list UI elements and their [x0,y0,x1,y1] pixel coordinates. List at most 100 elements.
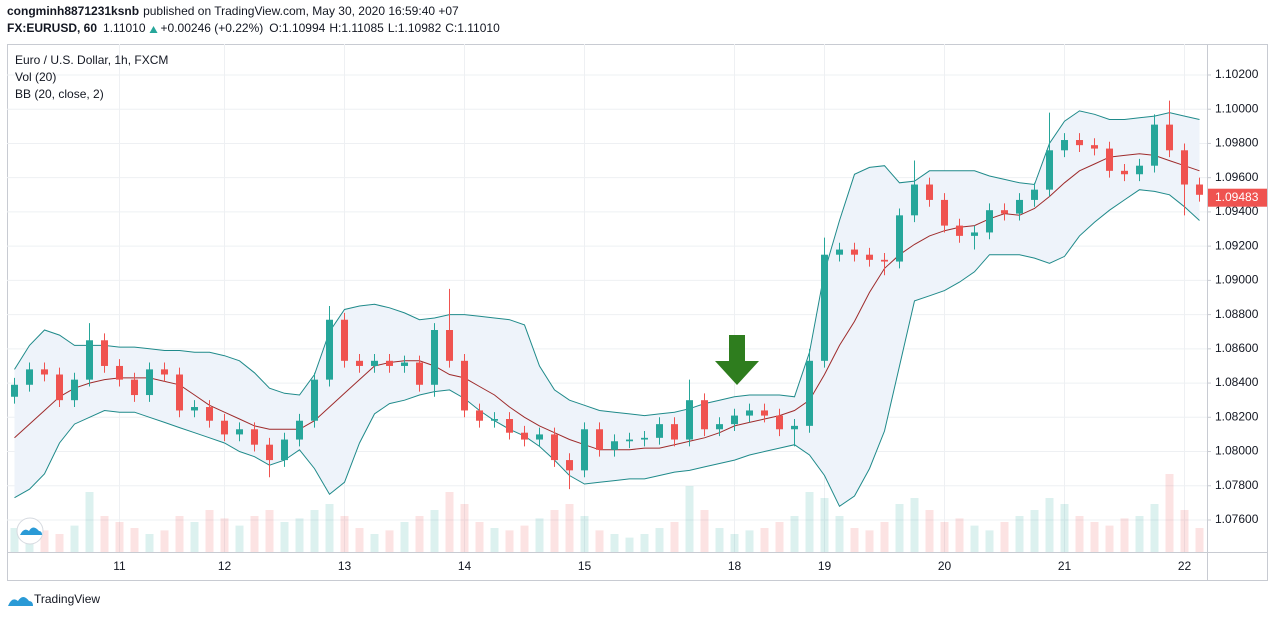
volume-bar [730,534,739,552]
volume-bar [190,522,199,552]
candle-body [1031,189,1038,200]
volume-bar [205,510,214,552]
candle-body [701,400,708,430]
volume-bar [1180,510,1189,552]
candle-body [1016,199,1023,214]
header-field: 1.11085 [341,21,384,35]
volume-bar [610,534,619,552]
candle-body [806,360,813,426]
candle-body [311,379,318,421]
tv-badge [16,517,44,545]
candle-body [581,429,588,471]
volume-bar [385,530,394,552]
candle-body [251,429,258,445]
volume-bar [280,522,289,552]
header-line-2: FX:EURUSD, 60 1.11010 +0.00246 (+0.22%) O: 1… [7,21,500,35]
candle-body [791,425,798,430]
candle-body [971,232,978,236]
x-tick-label: 12 [218,559,232,573]
candle-body [206,407,213,421]
candle-body [986,210,993,233]
candle-body [476,410,483,421]
volume-bar [850,528,859,552]
candle-body [1151,124,1158,166]
candle-body [716,424,723,430]
y-tick-label: 1.08400 [1215,375,1259,389]
candle-body [956,225,963,236]
candle-body [431,330,438,385]
candle-body [1046,150,1053,190]
y-tick-label: 1.09800 [1215,136,1259,150]
header-field: 1.10982 [398,21,442,35]
header-field: 1.11010 [457,21,500,35]
candle-body [896,215,903,262]
legend-volume: Vol (20) [15,70,56,84]
candle-body [281,439,288,461]
volume-bar [340,516,349,552]
candle-body [1196,184,1203,195]
volume-bar [400,522,409,552]
x-tick-label: 11 [113,559,126,573]
volume-bar [700,510,709,552]
volume-bar [535,518,544,552]
volume-bar [1195,528,1204,552]
published: published on TradingView.com, May 30, 20… [143,4,459,18]
volume-bar [985,530,994,552]
candle-body [566,460,573,471]
candle-body [926,184,933,200]
band-fill [14,110,1200,507]
candle-body [626,439,633,442]
volume-bar [1000,522,1009,552]
volume-bar [865,530,874,552]
last-price-box [1208,188,1267,207]
candle-body [371,360,378,366]
header-field: C: [445,21,457,35]
header-field: 1.10994 [282,21,326,35]
band-upper [14,110,1200,417]
y-tick-label: 1.10000 [1215,101,1259,115]
volume-bar [1060,504,1069,552]
candle-body [881,259,888,262]
volume-bar [310,510,319,552]
y-tick-label: 1.08000 [1215,444,1259,458]
header-line-1: congminh8871231ksnb published on TradingV… [7,4,459,18]
volume-bar [475,522,484,552]
candle-body [1091,145,1098,149]
volume-bar [910,498,919,552]
candle-body [176,374,183,411]
volume-bar [160,530,169,552]
volume-bar [955,518,964,552]
candle-body [296,420,303,440]
volume-bar [430,510,439,552]
volume-bar [655,528,664,552]
candle-body [71,379,78,401]
y-tick-label: 1.08800 [1215,307,1259,321]
candle-body [461,360,468,411]
candle-body [1001,210,1008,214]
candle-body [1136,165,1143,175]
y-tick-label: 1.09000 [1215,273,1259,287]
x-tick-label: 21 [1058,559,1072,573]
volume-bar [145,534,154,552]
header-field: FX:EURUSD, 60 [7,21,97,35]
x-tick-label: 15 [578,559,592,573]
annotation-arrow [715,335,759,385]
volume-bar [115,522,124,552]
candles [11,100,1203,490]
candle-body [851,249,858,255]
volume-bar [505,530,514,552]
y-tick-label: 1.07800 [1215,478,1259,492]
volume-bar [820,498,829,552]
candle-body [641,437,648,440]
volume-bar [1045,498,1054,552]
band-basis [14,153,1200,451]
candle-body [341,319,348,361]
candle-body [551,434,558,461]
header-field: +0.00246 (+0.22%) [161,21,264,35]
candle-body [1121,170,1128,175]
volume-bar [55,534,64,552]
band-lower [14,189,1200,508]
candle-body [41,369,48,375]
candle-body [161,369,168,375]
volume-bar [100,516,109,552]
